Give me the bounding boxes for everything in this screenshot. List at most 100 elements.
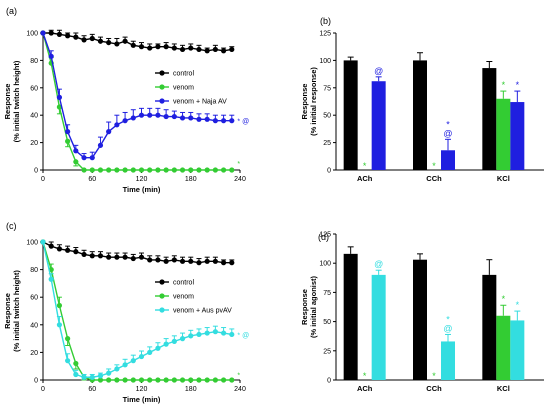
data-point bbox=[212, 46, 218, 53]
data-point bbox=[163, 341, 169, 347]
data-point bbox=[229, 260, 235, 266]
data-point bbox=[220, 330, 227, 336]
data-point bbox=[147, 377, 153, 383]
data-point bbox=[229, 377, 235, 383]
data-point bbox=[106, 167, 112, 173]
data-point bbox=[163, 44, 169, 50]
data-point bbox=[163, 377, 169, 383]
x-tick-label: 120 bbox=[136, 386, 148, 393]
data-point bbox=[138, 377, 145, 383]
data-point bbox=[73, 148, 79, 154]
data-point bbox=[65, 336, 71, 342]
data-point bbox=[179, 167, 186, 173]
data-point bbox=[196, 331, 202, 338]
x-category-label: ACh bbox=[357, 384, 373, 393]
data-point bbox=[212, 258, 218, 264]
significance-mark: * bbox=[446, 314, 450, 324]
data-point bbox=[106, 254, 112, 260]
bar bbox=[441, 341, 455, 380]
significance-mark: * bbox=[237, 372, 240, 379]
bar bbox=[413, 60, 427, 170]
bar bbox=[496, 315, 511, 380]
data-point bbox=[179, 115, 186, 121]
x-tick-label: 0 bbox=[41, 176, 45, 183]
y-axis-label-b: Response(% initial response) bbox=[300, 67, 318, 136]
legend-label: venom + Aus pvAV bbox=[173, 308, 232, 315]
data-point bbox=[106, 370, 112, 376]
data-point bbox=[81, 37, 87, 43]
data-point bbox=[204, 167, 210, 173]
y-axis-label-line-0: Response bbox=[300, 289, 309, 325]
data-point bbox=[155, 377, 161, 383]
data-point bbox=[171, 377, 177, 383]
data-point bbox=[196, 167, 202, 173]
data-point bbox=[196, 46, 202, 53]
data-point bbox=[48, 53, 54, 59]
x-tick-label: 120 bbox=[136, 176, 148, 183]
y-tick-label: 125 bbox=[319, 232, 331, 239]
data-point bbox=[81, 251, 87, 258]
data-point bbox=[138, 112, 145, 118]
data-point bbox=[179, 46, 186, 53]
bar bbox=[496, 98, 511, 170]
data-point bbox=[97, 253, 104, 259]
series-2 bbox=[40, 30, 235, 161]
data-point bbox=[220, 48, 227, 54]
data-point bbox=[147, 349, 153, 355]
data-point bbox=[204, 116, 210, 122]
data-point bbox=[130, 377, 136, 383]
x-tick-label: 180 bbox=[185, 386, 197, 393]
panel-label: (c) bbox=[6, 221, 17, 231]
data-point bbox=[122, 254, 128, 260]
data-point bbox=[48, 30, 54, 36]
data-point bbox=[73, 249, 79, 255]
data-point bbox=[65, 129, 71, 135]
data-point bbox=[81, 374, 87, 380]
y-tick-label: 75 bbox=[323, 85, 331, 92]
data-point bbox=[229, 46, 235, 53]
x-category-label: CCh bbox=[426, 174, 442, 183]
x-tick-label: 240 bbox=[234, 386, 246, 393]
data-point bbox=[97, 142, 104, 148]
data-point bbox=[65, 138, 71, 144]
x-category-label: KCl bbox=[497, 174, 510, 183]
y-tick-label: 100 bbox=[319, 261, 331, 268]
data-point bbox=[65, 33, 71, 39]
legend-marker bbox=[159, 70, 165, 76]
y-tick-label: 100 bbox=[26, 240, 38, 247]
data-point bbox=[89, 167, 95, 173]
legend-label: control bbox=[173, 71, 194, 78]
data-point bbox=[179, 377, 186, 383]
data-point bbox=[220, 167, 227, 173]
significance-mark: * bbox=[432, 371, 436, 381]
y-tick-label: 0 bbox=[34, 168, 38, 175]
data-point bbox=[147, 45, 153, 51]
data-point bbox=[188, 377, 194, 383]
data-point bbox=[114, 41, 120, 47]
data-point bbox=[171, 167, 177, 173]
y-axis-label-line-0: Response bbox=[3, 84, 12, 120]
x-tick-label: 60 bbox=[88, 176, 96, 183]
significance-mark: @ bbox=[374, 259, 383, 269]
data-point bbox=[89, 35, 95, 42]
series-line bbox=[42, 241, 232, 264]
y-axis-label-a: Response(% initial twitch height) bbox=[3, 60, 21, 142]
data-point bbox=[188, 258, 194, 264]
y-axis-label-d: Response(% initial agonist) bbox=[300, 275, 318, 338]
data-point bbox=[220, 377, 227, 383]
significance-mark: @ bbox=[374, 66, 383, 76]
bar bbox=[413, 259, 427, 380]
x-tick-label: 60 bbox=[88, 386, 96, 393]
significance-mark: * bbox=[363, 161, 367, 171]
x-tick-label: 240 bbox=[234, 176, 246, 183]
y-axis-label-line-1: (% initial agonist) bbox=[309, 275, 318, 338]
data-point bbox=[229, 167, 235, 173]
y-tick-label: 100 bbox=[319, 58, 331, 65]
data-point bbox=[171, 113, 177, 120]
data-point bbox=[48, 276, 54, 282]
panel-label: (a) bbox=[6, 6, 17, 16]
y-tick-label: 25 bbox=[323, 140, 331, 147]
data-point bbox=[130, 167, 136, 173]
data-point bbox=[138, 44, 145, 50]
bar bbox=[441, 150, 455, 170]
